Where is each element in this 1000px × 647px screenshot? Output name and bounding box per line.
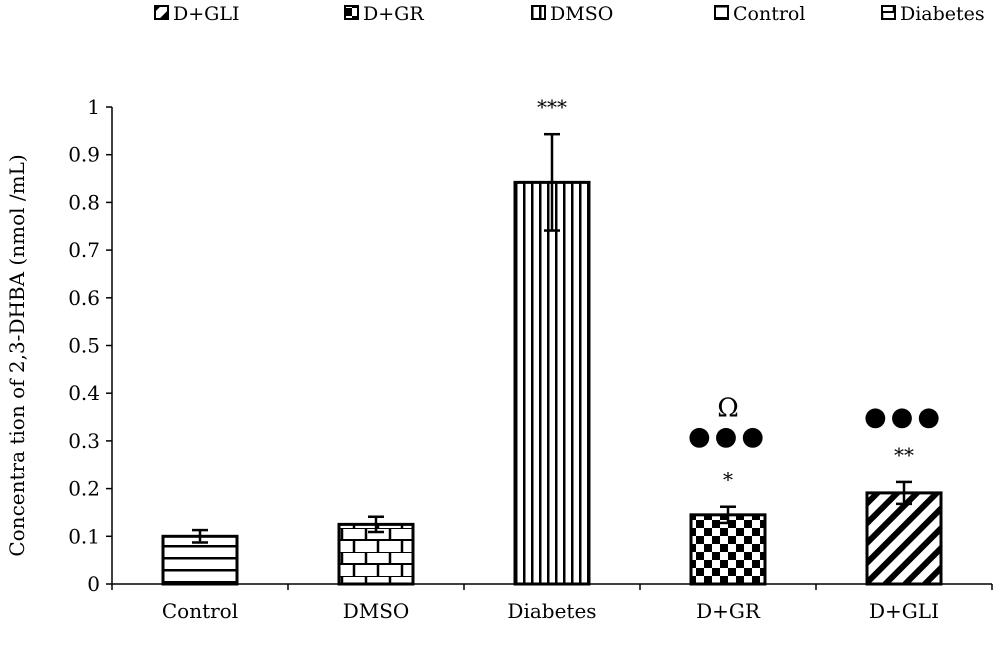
significance-label: * [723,468,733,492]
bars [161,132,943,586]
chart-labels: Concentra tion of 2,3-DHBA (nmol /mL) Con… [5,95,944,623]
legend-swatch [881,5,896,20]
x-tick-label: Control [162,599,238,623]
legend-swatch [714,5,729,20]
y-tick-label: 0.7 [68,238,100,262]
bar-dmso [337,522,415,586]
legend-swatch [531,5,546,20]
legend-swatch [344,5,359,20]
legend-label: Diabetes [900,3,985,25]
legend-label: DMSO [550,3,613,25]
y-tick-label: 0.5 [68,334,100,358]
y-axis-title: Concentra tion of 2,3-DHBA (nmol /mL) [5,154,29,556]
y-tick-label: 1 [87,95,100,119]
legend-label: Control [733,3,805,25]
y-tick-label: 0.2 [68,477,100,501]
y-tick-label: 0.1 [68,524,100,548]
significance-label: ** [894,443,914,467]
bar-control [161,534,239,586]
y-tick-label: 0.9 [68,143,100,167]
y-tick-label: 0 [87,572,100,596]
bar-diabetes [513,180,591,586]
significance-label: *** [537,95,567,119]
extra-mark-dots: ●●● [864,402,944,432]
y-tick-label: 0.4 [68,381,100,405]
extra-mark-omega: Ω [717,394,739,424]
y-tick-label: 0.6 [68,286,100,310]
legend-label: D+GLI [173,3,239,25]
extra-mark-dots: ●●● [688,422,768,452]
x-tick-label: DMSO [343,599,410,623]
legend: D+GLI D+GR DMSO Control Diabetes [154,3,985,25]
x-tick-label: D+GLI [869,599,939,623]
bar-d-gr [689,513,767,586]
y-tick-label: 0.8 [68,190,100,214]
x-tick-label: D+GR [696,599,761,623]
y-tick-label: 0.3 [68,429,100,453]
legend-label: D+GR [363,3,424,25]
axes: 0 0.1 0.2 0.3 0.4 0.5 0.6 0.7 0.8 0.9 1 [68,95,993,596]
bar-d-gli [865,491,943,586]
legend-swatch [154,5,169,20]
x-tick-label: Diabetes [507,599,596,623]
